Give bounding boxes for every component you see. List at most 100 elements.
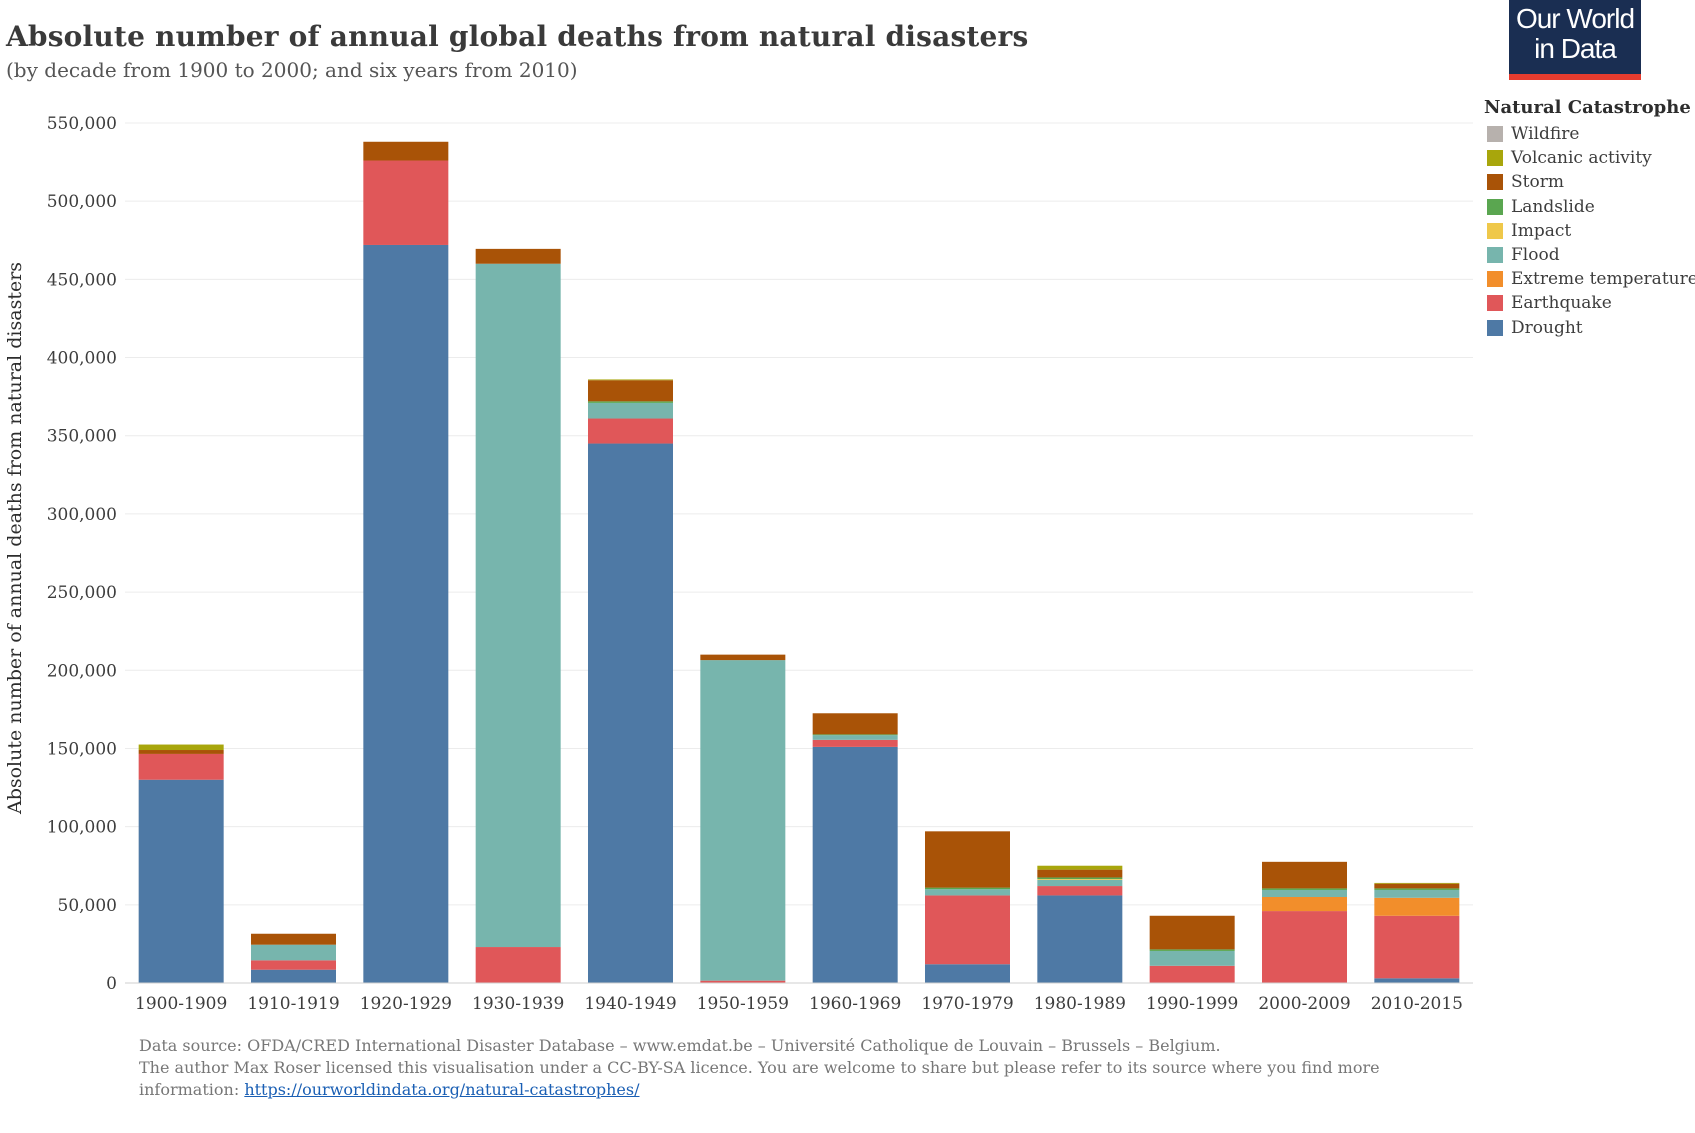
y-tick-label: 100,000 bbox=[47, 818, 117, 838]
bar-segment-landslide bbox=[1374, 888, 1460, 890]
bar-segment-drought bbox=[363, 244, 449, 984]
logo-line-1: Our World bbox=[1515, 3, 1635, 34]
footer: Data source: OFDA/CRED International Dis… bbox=[139, 1035, 1439, 1101]
x-axis-ticks: 1900-1909 1910-1919 1920-1929 1930-1939 1940… bbox=[135, 994, 1463, 1014]
y-tick-label: 150,000 bbox=[47, 739, 117, 759]
bar-segment-flood bbox=[588, 402, 673, 419]
legend-label: Flood bbox=[1511, 245, 1560, 266]
chart-subtitle: (by decade from 1900 to 2000; and six ye… bbox=[6, 58, 578, 82]
bar-segment-storm bbox=[1262, 861, 1347, 889]
bar-segment-earthquake bbox=[363, 160, 449, 245]
legend-item[interactable]: Flood bbox=[1484, 243, 1695, 267]
x-tick-label: 1920-1929 bbox=[360, 994, 452, 1014]
bar-segment-flood bbox=[1149, 950, 1235, 966]
bar-segment-flood bbox=[251, 944, 336, 961]
bar-segment-storm bbox=[588, 380, 673, 402]
bar-segment-landslide bbox=[1262, 888, 1347, 890]
bar-segment-drought bbox=[251, 969, 336, 983]
x-tick-label: 1930-1939 bbox=[472, 994, 564, 1014]
bar-segment-landslide bbox=[812, 734, 898, 736]
bar-segment-earthquake bbox=[475, 947, 561, 983]
legend-label: Volcanic activity bbox=[1511, 148, 1652, 169]
logo-line-2: in Data bbox=[1534, 33, 1617, 64]
bar-segment-flood bbox=[475, 263, 561, 948]
bar-segment-flood bbox=[1037, 879, 1123, 887]
bar-segment-landslide bbox=[588, 401, 673, 403]
bar-segment-storm bbox=[363, 141, 449, 161]
legend-title: Natural Catastrophe bbox=[1484, 97, 1691, 118]
x-tick-label: 1950-1959 bbox=[697, 994, 789, 1014]
x-tick-label: 1900-1909 bbox=[135, 994, 227, 1014]
bar-segment-earthquake bbox=[1262, 911, 1347, 983]
bar-segment-earthquake bbox=[1037, 886, 1123, 896]
bar-segment-impact bbox=[1037, 879, 1123, 880]
bar-segment-flood bbox=[812, 735, 898, 740]
y-tick-label: 200,000 bbox=[47, 661, 117, 681]
legend-label: Impact bbox=[1511, 220, 1572, 241]
legend-item[interactable]: Drought bbox=[1484, 316, 1695, 340]
x-tick-label: 2000-2009 bbox=[1258, 994, 1350, 1014]
legend-item[interactable]: Impact bbox=[1484, 219, 1695, 243]
y-tick-label: 450,000 bbox=[47, 270, 117, 290]
bar-segment-storm bbox=[1374, 883, 1460, 889]
legend-swatch bbox=[1487, 271, 1503, 288]
bar-segment-earthquake bbox=[1374, 915, 1460, 979]
bar-segment-drought bbox=[1374, 978, 1460, 983]
x-tick-label: 1990-1999 bbox=[1146, 994, 1238, 1014]
bar-segment-flood bbox=[1374, 889, 1460, 898]
y-tick-label: 400,000 bbox=[47, 349, 117, 369]
legend-items: Wildfire Volcanic activity Storm Landslide I… bbox=[1484, 122, 1695, 340]
legend: Natural Catastrophe Wildfire Volcanic act… bbox=[1484, 97, 1695, 340]
legend-swatch bbox=[1487, 150, 1503, 167]
bar-segment-drought bbox=[588, 443, 673, 984]
bar-segment-landslide bbox=[1037, 877, 1123, 880]
bar-segment-extreme-temperature bbox=[1374, 897, 1460, 916]
y-tick-label: 300,000 bbox=[47, 505, 117, 525]
bar-segment-flood bbox=[925, 889, 1010, 896]
bar-segment-earthquake bbox=[1149, 965, 1235, 983]
bar-segment-drought bbox=[925, 964, 1010, 983]
legend-item[interactable]: Storm bbox=[1484, 170, 1695, 194]
bars bbox=[138, 141, 1460, 984]
bar-segment-drought bbox=[138, 779, 224, 983]
chart-title: Absolute number of annual global deaths … bbox=[6, 20, 1029, 53]
bar-segment-storm bbox=[138, 750, 224, 754]
legend-label: Extreme temperature bbox=[1511, 269, 1695, 290]
legend-swatch bbox=[1487, 222, 1503, 239]
bar-segment-flood bbox=[700, 660, 786, 981]
our-world-in-data-logo[interactable]: Our World in Data bbox=[1509, 0, 1641, 80]
legend-item[interactable]: Earthquake bbox=[1484, 291, 1695, 315]
bar-segment-earthquake bbox=[588, 418, 673, 444]
legend-label: Wildfire bbox=[1511, 124, 1580, 145]
legend-item[interactable]: Wildfire bbox=[1484, 122, 1695, 146]
bar-segment-earthquake bbox=[925, 895, 1010, 965]
bar-segment-storm bbox=[700, 654, 786, 661]
x-tick-label: 1910-1919 bbox=[247, 994, 339, 1014]
bar-segment-earthquake bbox=[138, 753, 224, 780]
info-prefix: information: bbox=[139, 1080, 240, 1099]
x-tick-label: 1960-1969 bbox=[809, 994, 901, 1014]
legend-item[interactable]: Landslide bbox=[1484, 195, 1695, 219]
source-link[interactable]: https://ourworldindata.org/natural-catas… bbox=[244, 1080, 640, 1099]
legend-item[interactable]: Volcanic activity bbox=[1484, 146, 1695, 170]
legend-swatch bbox=[1487, 319, 1503, 336]
source-note: Data source: OFDA/CRED International Dis… bbox=[139, 1036, 1221, 1055]
y-tick-label: 350,000 bbox=[47, 427, 117, 447]
y-tick-label: 0 bbox=[106, 974, 117, 994]
legend-item[interactable]: Extreme temperature bbox=[1484, 267, 1695, 291]
legend-label: Drought bbox=[1511, 317, 1583, 338]
bar-segment-drought bbox=[812, 746, 898, 983]
legend-swatch bbox=[1487, 126, 1503, 143]
y-axis-title: Absolute number of annual deaths from na… bbox=[4, 262, 26, 815]
legend-swatch bbox=[1487, 198, 1503, 215]
bar-segment-volcanic-activity bbox=[1037, 865, 1123, 870]
bar-segment-earthquake bbox=[812, 739, 898, 747]
bar-segment-storm bbox=[925, 831, 1010, 888]
y-axis-ticks: 0 50,000 100,000 150,000 200,000 250,000 300,0… bbox=[47, 114, 117, 994]
x-tick-label: 1970-1979 bbox=[921, 994, 1013, 1014]
bar-segment-volcanic-activity bbox=[1374, 882, 1460, 884]
legend-label: Earthquake bbox=[1511, 293, 1612, 314]
bar-segment-landslide bbox=[1149, 949, 1235, 951]
bar-segment-extreme-temperature bbox=[1262, 897, 1347, 912]
bar-segment-storm bbox=[251, 933, 336, 945]
